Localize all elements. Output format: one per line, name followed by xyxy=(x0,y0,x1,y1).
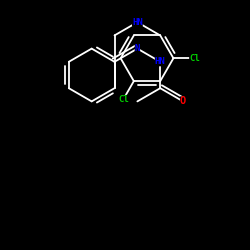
Text: N: N xyxy=(135,44,140,53)
Text: Cl: Cl xyxy=(189,54,200,63)
Text: HN: HN xyxy=(155,57,166,66)
Text: O: O xyxy=(180,96,186,106)
Text: HN: HN xyxy=(132,18,143,27)
Text: Cl: Cl xyxy=(118,95,129,104)
